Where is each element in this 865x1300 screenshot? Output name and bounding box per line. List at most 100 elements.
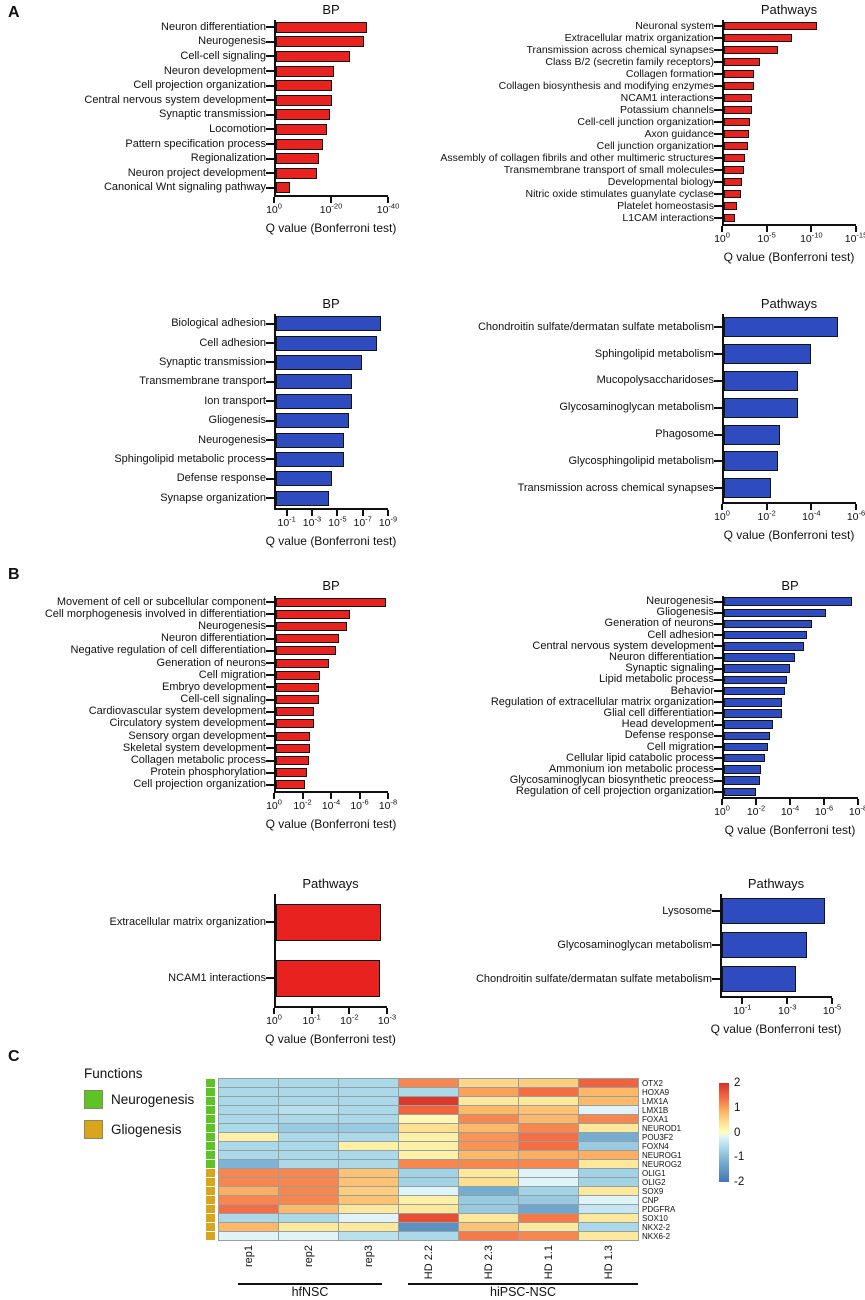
bar-row: Cell morphogenesis involved in different…	[20, 608, 433, 621]
label-tick-dash	[714, 775, 722, 786]
axis-tick	[348, 1008, 351, 1014]
bar	[276, 490, 330, 506]
label-tick-dash	[266, 489, 274, 508]
bar-row: Movement of cell or subcellular componen…	[20, 596, 433, 609]
bar	[724, 370, 798, 391]
label-tick-dash	[266, 181, 274, 196]
bar	[276, 393, 352, 409]
bar	[724, 653, 796, 662]
bar-label: Locomotion	[209, 122, 266, 135]
bar-label: Central nervous system development	[532, 639, 714, 652]
bar	[276, 597, 386, 607]
label-tick-dash	[266, 894, 274, 950]
bar	[724, 57, 760, 67]
heatmap-cell	[219, 1196, 278, 1204]
label-tick-dash	[266, 78, 274, 93]
label-tick-dash	[714, 32, 722, 44]
bar-label: Skeletal system development	[122, 741, 266, 754]
bar-label: Gliogenesis	[208, 414, 266, 427]
heatmap-cell	[579, 1160, 638, 1168]
label-tick-dash	[266, 122, 274, 137]
bar-track	[274, 165, 390, 181]
bar-track	[274, 314, 390, 334]
bar-row: Head development	[432, 719, 865, 731]
bar-track	[274, 742, 390, 755]
bar-label: Regulation of cell projection organizati…	[515, 785, 714, 798]
x-axis	[273, 195, 389, 204]
heatmap-cell	[219, 1124, 278, 1132]
bar-row: Regulation of cell projection organizati…	[432, 785, 865, 798]
gene-label: FOXN4	[642, 1142, 669, 1151]
label-tick-dash	[266, 333, 274, 352]
bar-track	[722, 447, 858, 475]
chart-title: BP	[322, 578, 340, 593]
bar-label: Embryo development	[162, 680, 266, 693]
bar-label: Regionalization	[190, 152, 266, 165]
bar-track	[274, 766, 390, 779]
bar-row: Lysosome	[434, 894, 865, 928]
bar-row: Glycosphingolipid metabolism	[434, 447, 865, 475]
label-tick-dash	[714, 92, 722, 104]
bar-row: Neuronal system	[434, 20, 865, 32]
bar	[276, 21, 368, 33]
bar-track	[274, 950, 389, 1006]
bar-label: Synapse organization	[160, 491, 266, 504]
label-tick-dash	[266, 681, 274, 693]
bar	[724, 478, 771, 499]
label-tick-dash	[714, 421, 722, 448]
label-tick-dash	[714, 80, 722, 92]
bar	[276, 80, 333, 92]
heatmap-cell	[579, 1115, 638, 1123]
label-tick-dash	[266, 718, 274, 730]
axis-tick	[831, 998, 833, 1004]
bar-label: Axon guidance	[644, 127, 714, 140]
bar-label: Developmental biology	[607, 175, 714, 188]
bar-track	[722, 367, 858, 395]
heatmap-cell	[459, 1106, 518, 1114]
label-tick-dash	[714, 188, 722, 200]
bar-track	[274, 596, 390, 609]
bar-label: Protein phosphorylation	[150, 766, 266, 779]
label-tick-dash	[266, 137, 274, 152]
label-tick-dash	[714, 212, 722, 224]
function-strip-cell	[206, 1232, 215, 1240]
bar-track	[722, 663, 860, 675]
bar-label: Transmembrane transport	[139, 375, 266, 388]
colorbar-tick-label: -1	[734, 1151, 745, 1164]
label-tick-dash	[714, 368, 722, 395]
bar-label: Behavior	[670, 684, 714, 697]
label-tick-dash	[266, 392, 274, 411]
axis-tick	[336, 509, 339, 516]
chart-title: Pathways	[760, 2, 818, 17]
heatmap-cell	[459, 1232, 518, 1240]
bar-label: Neurogenesis	[198, 619, 266, 632]
x-axis	[721, 797, 859, 806]
bar-label: Sphingolipid metabolism	[594, 347, 714, 360]
bar	[724, 675, 787, 685]
bar	[724, 608, 826, 618]
bar	[724, 451, 778, 472]
group-line	[238, 1283, 382, 1285]
bar-label: Biological adhesion	[171, 317, 266, 330]
x-axis-label: Q value (Bonferroni test)	[710, 1022, 842, 1036]
bar-label: Cell projection organization	[133, 778, 266, 791]
bar-row: Mucopolysaccharidoses	[434, 367, 865, 395]
bar-track	[722, 640, 860, 652]
function-strip-cell	[206, 1079, 215, 1087]
label-tick-dash	[714, 741, 722, 752]
x-axis-label: Q value (Bonferroni test)	[265, 533, 397, 548]
bar-track	[274, 20, 390, 35]
bar	[276, 316, 382, 332]
heatmap-cell	[339, 1196, 398, 1204]
heatmap-cell	[459, 1196, 518, 1204]
chart-title: BP	[322, 296, 340, 311]
bar-row: Chondroitin sulfate/dermatan sulfate met…	[434, 962, 865, 996]
bar	[724, 753, 765, 763]
heatmap-cell	[399, 1205, 458, 1213]
axis-tick-label: 10-4	[321, 797, 341, 812]
x-axis-label: Q value (Bonferroni test)	[265, 817, 397, 831]
axis-tick-label: 10-2	[293, 797, 312, 812]
heatmap-cell	[339, 1232, 398, 1240]
bar-label: Extracellular matrix organization	[109, 915, 266, 928]
gene-label: OLIG1	[642, 1169, 666, 1178]
